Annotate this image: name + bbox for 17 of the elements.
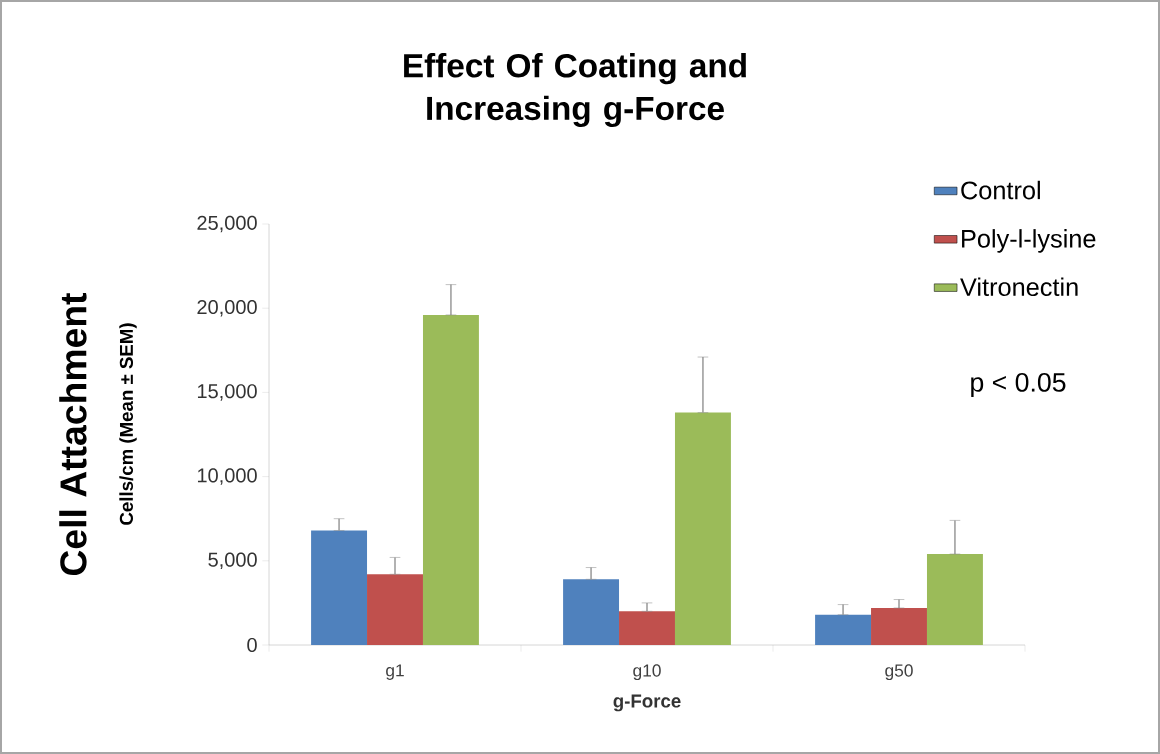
y-tick-label: 10,000 bbox=[197, 468, 257, 485]
text: Cells/cm (Mean ± SEM) bbox=[119, 323, 137, 525]
x-tick-label: g10 bbox=[633, 664, 661, 681]
x-tick-label: g1 bbox=[386, 664, 404, 680]
y-tick-label: 15,000 bbox=[197, 384, 257, 401]
y-tick-label: 25,000 bbox=[197, 215, 257, 233]
legend-label: Vitronectin bbox=[960, 277, 1078, 297]
annotation: p < 0.05 bbox=[971, 372, 1066, 398]
x-axis-title: g-Force bbox=[613, 694, 681, 712]
y-tick-label: 20,000 bbox=[197, 299, 257, 317]
chart-title: Effect Of Coating and Increasing g-Force bbox=[404, 53, 746, 127]
y-tick-label: 0 bbox=[247, 637, 257, 653]
y-axis-title: Cell Attachment bbox=[59, 292, 87, 576]
y-tick-label: 5,000 bbox=[208, 552, 257, 570]
x-tick-label: g50 bbox=[885, 664, 913, 681]
legend-label: Poly-l-lysine bbox=[962, 229, 1096, 253]
legend-label: Control bbox=[961, 180, 1040, 200]
